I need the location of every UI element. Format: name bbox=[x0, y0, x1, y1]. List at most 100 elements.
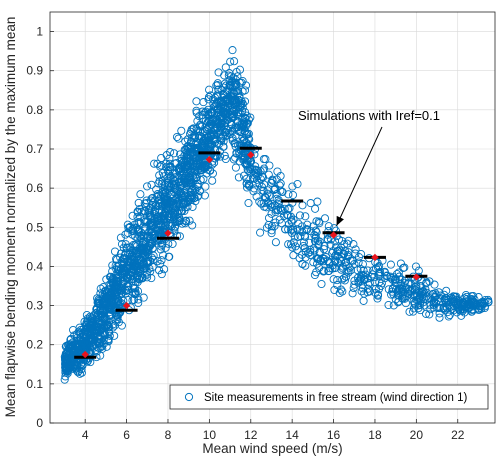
measurement-point bbox=[419, 301, 428, 310]
y-tick-label: 0.2 bbox=[26, 338, 43, 352]
measurement-point bbox=[455, 302, 464, 312]
measurement-point bbox=[110, 331, 119, 340]
measurement-point bbox=[444, 312, 453, 321]
simulation-point bbox=[412, 273, 421, 281]
measurement-point bbox=[164, 239, 173, 248]
measurement-point bbox=[186, 188, 195, 197]
measurement-point bbox=[103, 292, 112, 301]
measurement-point bbox=[217, 122, 226, 132]
measurement-point bbox=[143, 273, 152, 282]
measurement-point bbox=[228, 46, 237, 55]
measurement-point bbox=[181, 137, 190, 146]
measurement-point bbox=[325, 264, 335, 273]
measurement-point bbox=[319, 257, 328, 266]
measurement-point bbox=[145, 207, 154, 216]
measurement-point bbox=[373, 294, 382, 303]
measurement-point bbox=[288, 198, 297, 207]
measurement-point bbox=[373, 263, 383, 272]
measurement-point bbox=[76, 329, 85, 338]
y-axis-label: Mean flapwise bending moment normalized … bbox=[3, 17, 18, 418]
x-tick-label: 16 bbox=[327, 428, 341, 442]
measurement-point bbox=[113, 262, 122, 271]
measurement-point bbox=[189, 171, 198, 180]
y-tick-label: 0.6 bbox=[26, 181, 43, 195]
measurement-point bbox=[276, 179, 285, 188]
x-tick-label: 8 bbox=[165, 428, 172, 442]
measurement-point bbox=[62, 350, 71, 359]
measurement-point bbox=[92, 305, 101, 314]
measurement-point bbox=[134, 295, 143, 304]
measurement-point bbox=[466, 300, 476, 309]
measurement-point bbox=[174, 165, 184, 174]
measurement-point bbox=[234, 173, 243, 182]
measurement-point bbox=[360, 289, 369, 298]
measurement-point bbox=[170, 159, 179, 168]
measurement-point bbox=[289, 215, 298, 224]
measurement-point bbox=[153, 159, 162, 168]
measurement-point bbox=[298, 228, 307, 237]
annotation: Simulations with Iref=0.1 bbox=[298, 108, 440, 226]
measurement-point bbox=[116, 290, 125, 299]
measurement-point bbox=[416, 300, 425, 309]
measurement-point bbox=[109, 278, 118, 287]
measurement-scatter bbox=[60, 46, 493, 384]
measurement-point bbox=[221, 154, 230, 164]
measurement-point bbox=[231, 75, 240, 84]
measurement-point bbox=[400, 278, 409, 287]
measurement-point bbox=[142, 198, 151, 208]
measurement-point bbox=[124, 282, 133, 291]
measurement-point bbox=[398, 290, 407, 299]
measurement-point bbox=[377, 279, 386, 288]
measurement-point bbox=[193, 117, 202, 126]
measurement-point bbox=[245, 182, 254, 191]
measurement-point bbox=[185, 216, 194, 225]
measurement-point bbox=[328, 247, 338, 256]
measurement-point bbox=[110, 247, 120, 256]
measurement-point bbox=[284, 205, 293, 214]
measurement-point bbox=[106, 305, 115, 314]
measurement-point bbox=[340, 273, 349, 283]
measurement-point bbox=[384, 300, 393, 310]
measurement-point bbox=[299, 241, 308, 251]
x-axis-label: Mean wind speed (m/s) bbox=[202, 441, 342, 456]
measurement-point bbox=[484, 298, 493, 307]
x-tick-label: 4 bbox=[82, 428, 89, 442]
measurement-point bbox=[445, 310, 454, 320]
measurement-point bbox=[202, 125, 211, 134]
measurement-point bbox=[293, 245, 302, 255]
measurement-point bbox=[421, 309, 431, 318]
measurement-point bbox=[229, 89, 238, 98]
measurement-point bbox=[174, 134, 183, 143]
measurement-point bbox=[94, 296, 103, 306]
measurement-point bbox=[324, 222, 333, 231]
measurement-point bbox=[88, 321, 97, 330]
measurement-point bbox=[338, 287, 347, 296]
measurement-point bbox=[317, 279, 326, 289]
simulation-point bbox=[164, 229, 172, 237]
measurement-point bbox=[226, 57, 235, 66]
x-tick-label: 12 bbox=[244, 428, 258, 442]
measurement-point bbox=[267, 209, 276, 218]
measurement-point bbox=[234, 108, 243, 117]
x-axis-ticks: 4 6 8 10 12 14 16 18 20 22 bbox=[82, 419, 465, 442]
measurement-point bbox=[140, 218, 150, 227]
legend-label: Site measurements in free stream (wind d… bbox=[204, 392, 467, 404]
measurement-point bbox=[386, 260, 395, 269]
y-tick-label: 0.3 bbox=[26, 299, 43, 313]
measurement-point bbox=[133, 226, 143, 235]
measurement-point bbox=[165, 209, 174, 218]
measurement-point bbox=[156, 259, 165, 269]
measurement-point bbox=[286, 212, 296, 221]
measurement-point bbox=[175, 167, 184, 176]
measurement-point bbox=[63, 361, 72, 370]
measurement-point bbox=[481, 295, 490, 305]
measurement-point bbox=[90, 325, 99, 334]
measurement-point bbox=[93, 322, 102, 331]
y-tick-label: 0.8 bbox=[26, 103, 43, 117]
y-tick-label: 0 bbox=[36, 416, 43, 430]
measurement-point bbox=[394, 268, 403, 277]
measurement-point bbox=[311, 232, 320, 241]
measurement-point bbox=[178, 200, 187, 209]
measurement-point bbox=[164, 198, 173, 207]
